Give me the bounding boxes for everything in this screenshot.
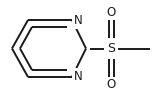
- Text: S: S: [107, 42, 115, 55]
- Text: O: O: [106, 78, 116, 91]
- Text: N: N: [74, 69, 82, 83]
- Text: N: N: [74, 14, 82, 28]
- Text: O: O: [106, 6, 116, 19]
